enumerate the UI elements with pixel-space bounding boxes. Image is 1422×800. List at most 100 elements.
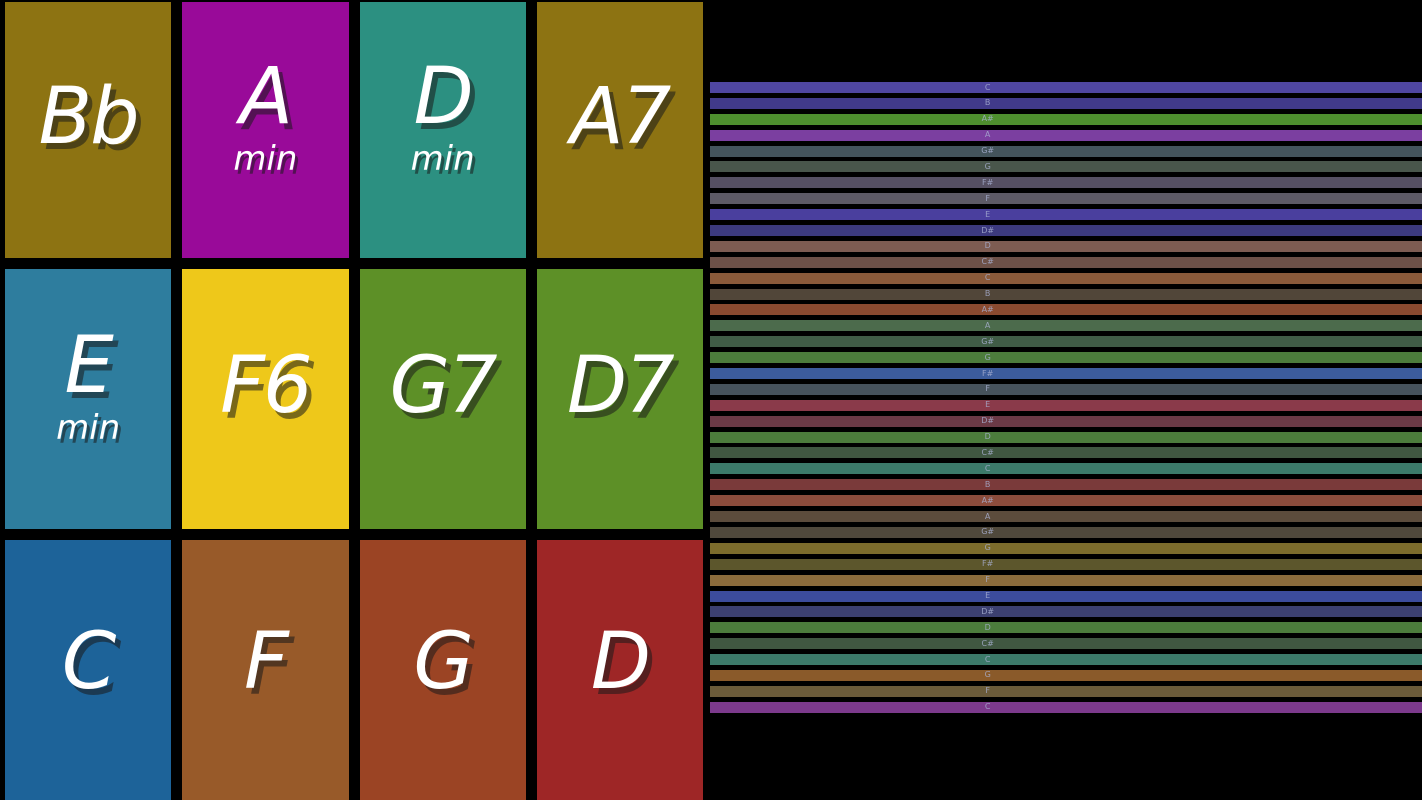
note-label: F	[985, 193, 990, 203]
string-row-14-asharp[interactable]: A#	[710, 304, 1422, 316]
note-label: B	[984, 289, 991, 299]
chord-label: F6	[220, 341, 312, 432]
note-label: F	[985, 384, 990, 394]
string-row-5-g[interactable]: G	[710, 161, 1422, 173]
note-label: G	[984, 670, 991, 680]
string-row-22-d[interactable]: D	[710, 431, 1422, 443]
chord-pad-d[interactable]: D	[536, 540, 703, 800]
note-label: F#	[982, 368, 994, 378]
note-label: F#	[982, 177, 994, 187]
chord-label: A7	[570, 72, 671, 163]
chord-pad-a7[interactable]: A7	[536, 2, 703, 258]
note-label: A	[984, 130, 991, 140]
note-label: G	[984, 161, 991, 171]
string-row-27-a[interactable]: A	[710, 511, 1422, 523]
string-row-20-e[interactable]: E	[710, 399, 1422, 411]
string-row-0-c[interactable]: C	[710, 82, 1422, 93]
string-row-35-csharp[interactable]: C#	[710, 638, 1422, 650]
string-row-2-asharp[interactable]: A#	[710, 113, 1422, 125]
string-row-4-gsharp[interactable]: G#	[710, 145, 1422, 157]
chord-pad-d7[interactable]: D7	[536, 269, 703, 529]
chord-label: C	[61, 616, 116, 707]
chord-label: A	[239, 52, 293, 143]
string-row-15-a[interactable]: A	[710, 320, 1422, 332]
string-row-6-fsharp[interactable]: F#	[710, 177, 1422, 189]
note-label: D	[984, 241, 991, 251]
string-row-36-c[interactable]: C	[710, 654, 1422, 666]
string-row-32-e[interactable]: E	[710, 590, 1422, 602]
string-row-28-gsharp[interactable]: G#	[710, 526, 1422, 538]
note-label: E	[985, 591, 991, 600]
chord-pad-c[interactable]: C	[5, 540, 172, 800]
chord-pad-bb[interactable]: Bb	[5, 2, 172, 258]
string-row-37-g[interactable]: G	[710, 669, 1422, 681]
note-label: E	[985, 400, 991, 410]
note-label: B	[984, 479, 991, 489]
string-row-10-d[interactable]: D	[710, 240, 1422, 252]
string-row-8-e[interactable]: E	[710, 209, 1422, 221]
chord-label: D	[590, 616, 651, 707]
chord-quality-label: min	[56, 408, 121, 449]
chord-label: Bb	[38, 72, 140, 163]
string-row-19-f[interactable]: F	[710, 383, 1422, 395]
string-row-18-fsharp[interactable]: F#	[710, 368, 1422, 380]
string-row-24-c[interactable]: C	[710, 463, 1422, 475]
chord-pad-g[interactable]: G	[359, 540, 526, 800]
string-row-29-g[interactable]: G	[710, 542, 1422, 554]
note-label: C#	[981, 257, 994, 267]
note-label: G#	[981, 336, 995, 346]
note-label: F	[985, 686, 990, 696]
chord-label: F	[243, 616, 289, 707]
chord-label: D7	[567, 341, 675, 432]
note-label: C	[984, 82, 991, 92]
note-label: D	[984, 622, 991, 632]
string-row-7-f[interactable]: F	[710, 193, 1422, 205]
string-row-11-csharp[interactable]: C#	[710, 256, 1422, 268]
string-row-21-dsharp[interactable]: D#	[710, 415, 1422, 427]
note-label: A#	[981, 304, 994, 314]
chord-pad-f[interactable]: F	[182, 540, 349, 800]
string-row-34-d[interactable]: D	[710, 622, 1422, 634]
string-row-39-c[interactable]: C	[710, 701, 1422, 713]
chord-label: G7	[389, 341, 498, 432]
strings-panel: C B A# A G# G F# F E D# D C# C B A# A G# G F# F E D# D C# C B A# A G…	[710, 82, 1422, 713]
note-label: F#	[982, 559, 994, 569]
note-label: E	[985, 209, 991, 219]
string-row-30-fsharp[interactable]: F#	[710, 558, 1422, 570]
string-row-26-asharp[interactable]: A#	[710, 495, 1422, 507]
chord-quality-label: min	[410, 139, 475, 180]
string-row-38-f[interactable]: F	[710, 685, 1422, 697]
note-label: A	[984, 320, 991, 330]
string-row-3-a[interactable]: A	[710, 129, 1422, 141]
string-row-23-csharp[interactable]: C#	[710, 447, 1422, 459]
string-row-12-c[interactable]: C	[710, 272, 1422, 284]
chord-label: D	[413, 52, 474, 143]
note-label: A#	[981, 114, 994, 124]
note-label: A	[984, 511, 991, 521]
string-row-13-b[interactable]: B	[710, 288, 1422, 300]
note-label: B	[984, 98, 991, 108]
string-row-1-b[interactable]: B	[710, 97, 1422, 109]
chord-pad-g7[interactable]: G7	[359, 269, 526, 529]
string-row-31-f[interactable]: F	[710, 574, 1422, 586]
note-label: C	[984, 463, 991, 473]
string-row-17-g[interactable]: G	[710, 352, 1422, 364]
chord-label: G	[413, 616, 473, 707]
string-row-33-dsharp[interactable]: D#	[710, 606, 1422, 618]
note-label: D#	[981, 606, 995, 616]
string-row-9-dsharp[interactable]: D#	[710, 225, 1422, 237]
note-label: D#	[981, 416, 995, 426]
chord-pad-f6[interactable]: F6	[182, 269, 349, 529]
note-label: C#	[981, 447, 994, 457]
note-label: G	[984, 352, 991, 362]
note-label: A#	[981, 495, 994, 505]
chord-label: E	[64, 321, 113, 412]
note-label: D#	[981, 225, 995, 235]
note-label: C	[984, 654, 991, 664]
string-row-25-b[interactable]: B	[710, 479, 1422, 491]
string-row-16-gsharp[interactable]: G#	[710, 336, 1422, 348]
